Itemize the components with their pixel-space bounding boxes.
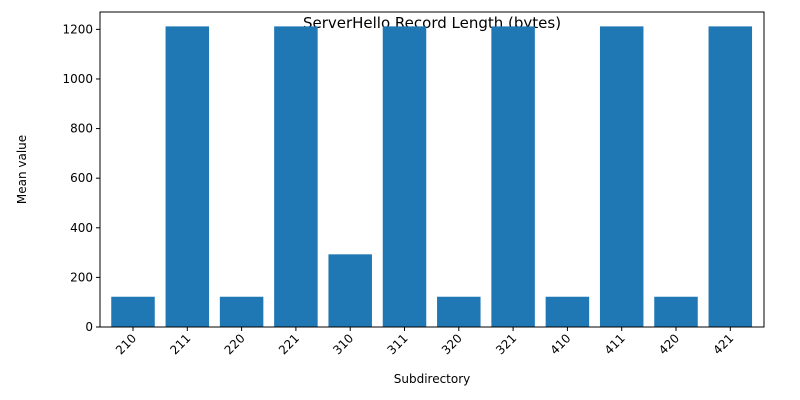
x-tick-label-221: 221 <box>276 331 302 357</box>
bar-410 <box>545 296 590 327</box>
bar-320 <box>437 296 481 327</box>
y-tick-label-800: 800 <box>70 122 93 136</box>
plot-frame <box>99 11 765 328</box>
y-tick-label-1200: 1200 <box>62 22 93 36</box>
y-axis: 0 200 400 600 800 1000 1200 <box>62 22 100 334</box>
x-axis: 210 211 220 221 310 311 320 321 410 411 420 421 <box>113 327 736 357</box>
bar-421 <box>708 26 753 327</box>
y-tick-label-400: 400 <box>70 221 93 235</box>
bar-210 <box>111 296 155 327</box>
x-tick-label-411: 411 <box>602 331 628 357</box>
x-axis-label: Subdirectory <box>394 372 471 386</box>
bar-321 <box>491 26 535 327</box>
x-tick-label-420: 420 <box>656 331 682 357</box>
bars-group <box>111 26 753 327</box>
x-tick-label-210: 210 <box>113 331 139 357</box>
bar-221 <box>274 26 318 327</box>
y-tick-label-600: 600 <box>70 171 93 185</box>
x-tick-label-421: 421 <box>710 331 736 357</box>
bar-420 <box>654 296 698 327</box>
bar-310 <box>328 254 372 327</box>
bar-211 <box>165 26 210 327</box>
x-tick-label-311: 311 <box>385 331 411 357</box>
x-tick-label-320: 320 <box>439 331 465 357</box>
y-tick-label-1000: 1000 <box>62 72 93 86</box>
x-tick-label-410: 410 <box>547 331 573 357</box>
bar-220 <box>219 296 264 327</box>
x-tick-label-321: 321 <box>493 331 519 357</box>
y-tick-label-200: 200 <box>70 270 93 284</box>
y-tick-label-0: 0 <box>85 320 93 334</box>
bar-311 <box>382 26 427 327</box>
bar-411 <box>599 26 644 327</box>
x-tick-label-220: 220 <box>222 331 248 357</box>
y-axis-label: Mean value <box>15 135 29 204</box>
x-tick-label-211: 211 <box>167 331 193 357</box>
x-tick-label-310: 310 <box>330 331 356 357</box>
